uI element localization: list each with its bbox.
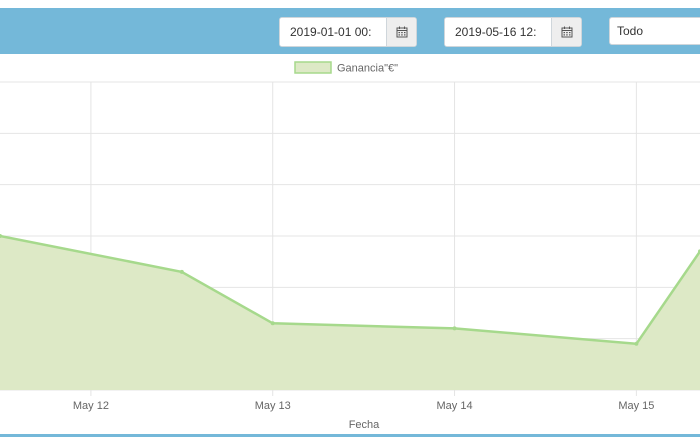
legend-swatch (294, 61, 332, 74)
start-date-picker (279, 17, 417, 47)
calendar-icon (561, 26, 572, 38)
data-point[interactable] (270, 321, 275, 326)
x-tick-labels: May 12 May 13 May 14 May 15 (73, 400, 655, 412)
footer-bar (0, 434, 700, 437)
data-point[interactable] (0, 234, 2, 238)
area-chart: May 12 May 13 May 14 May 15 Fecha Ganancia"… (0, 61, 700, 431)
calendar-icon (396, 26, 407, 38)
x-axis-label: Fecha (349, 419, 380, 431)
end-date-input[interactable] (445, 18, 551, 46)
data-point[interactable] (179, 269, 184, 274)
start-date-input[interactable] (280, 18, 386, 46)
x-tick-label: May 15 (618, 400, 654, 412)
legend[interactable]: Ganancia"€" (294, 61, 398, 75)
legend-label: Ganancia"€" (337, 63, 398, 75)
end-date-picker (444, 17, 582, 47)
x-tick-label: May 14 (437, 400, 473, 412)
filter-select-value: Todo (617, 24, 644, 38)
start-date-calendar-button[interactable] (386, 18, 416, 46)
x-tick-label: May 13 (255, 400, 291, 412)
toolbar: Todo (0, 8, 700, 54)
data-point[interactable] (634, 341, 639, 346)
series-line (0, 234, 700, 346)
data-point[interactable] (452, 326, 457, 331)
filter-select[interactable]: Todo (609, 17, 700, 45)
x-tick-label: May 12 (73, 400, 109, 412)
end-date-calendar-button[interactable] (551, 18, 581, 46)
series-area (0, 236, 700, 390)
